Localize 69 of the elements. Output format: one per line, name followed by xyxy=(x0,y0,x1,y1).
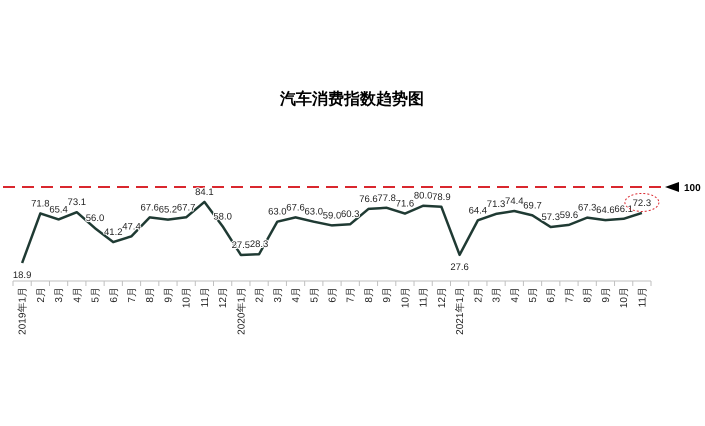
data-label: 69.7 xyxy=(523,200,542,212)
x-tick-label: 11月 xyxy=(637,287,648,308)
data-label: 64.6 xyxy=(596,205,615,216)
x-tick-label: 7月 xyxy=(564,287,576,303)
x-tick-label: 2月 xyxy=(473,287,484,303)
data-label: 71.8 xyxy=(31,198,50,210)
x-tick-label: 5月 xyxy=(309,287,320,303)
x-tick-label: 11月 xyxy=(200,287,211,308)
data-label: 56.0 xyxy=(86,213,104,224)
x-tick-label: 7月 xyxy=(346,287,357,303)
data-label: 65.4 xyxy=(49,204,68,216)
x-tick-label: 8月 xyxy=(145,287,156,303)
data-label: 67.3 xyxy=(578,202,596,214)
data-label: 27.6 xyxy=(450,262,469,273)
data-label: 74.4 xyxy=(505,196,524,207)
x-tick-label: 12月 xyxy=(436,287,448,308)
x-tick-label: 6月 xyxy=(328,287,338,303)
x-tick-label: 5月 xyxy=(90,287,102,303)
x-tick-label: 7月 xyxy=(126,287,138,303)
x-tick-label: 8月 xyxy=(364,287,375,303)
x-tick-label: 2月 xyxy=(254,287,266,303)
data-label: 59.6 xyxy=(560,210,578,221)
chart-title: 汽车消费指数趋势图 xyxy=(279,90,424,108)
data-label: 60.3 xyxy=(340,209,360,220)
data-label: 84.1 xyxy=(195,186,214,198)
x-tick-label: 3月 xyxy=(492,287,503,303)
data-label: 59.0 xyxy=(322,210,342,222)
x-tick-label: 2020年1月 xyxy=(235,287,248,335)
x-tick-label: 4月 xyxy=(72,287,84,303)
x-tick-label: 6月 xyxy=(108,287,120,303)
data-label: 73.1 xyxy=(68,197,86,208)
data-label: 64.4 xyxy=(468,205,488,216)
data-label: 80.0 xyxy=(414,190,432,202)
data-label: 77.8 xyxy=(377,192,396,204)
ref-line-label: 100 xyxy=(684,183,702,194)
x-tick-label: 3月 xyxy=(272,287,284,303)
data-label: 41.2 xyxy=(104,227,123,238)
data-label: 71.6 xyxy=(396,198,414,210)
x-tick-label: 10月 xyxy=(400,287,412,308)
data-label: 66.1 xyxy=(614,204,633,215)
data-label: 71.3 xyxy=(486,198,506,210)
x-tick-label: 10月 xyxy=(182,287,193,308)
x-tick-label: 2019年1月 xyxy=(16,287,29,335)
x-tick-label: 6月 xyxy=(546,287,558,303)
data-label: 67.6 xyxy=(286,202,305,214)
x-tick-label: 11月 xyxy=(418,287,430,308)
data-label: 63.0 xyxy=(304,206,324,218)
x-tick-label: 4月 xyxy=(510,287,521,303)
x-tick-label: 3月 xyxy=(54,287,66,303)
x-tick-label: 8月 xyxy=(582,287,594,303)
data-label: 72.3 xyxy=(632,198,652,209)
x-tick-label: 9月 xyxy=(382,287,394,303)
data-label: 67.6 xyxy=(140,202,159,214)
x-tick-label: 9月 xyxy=(600,287,612,303)
data-label: 78.9 xyxy=(432,192,451,203)
x-tick-label: 2月 xyxy=(36,287,47,303)
x-tick-label: 2021年1月 xyxy=(454,287,466,335)
data-label: 65.2 xyxy=(158,204,178,216)
data-label: 67.7 xyxy=(176,202,196,214)
data-label: 57.3 xyxy=(541,212,560,224)
x-tick-label: 10月 xyxy=(619,287,630,308)
data-label: 47.4 xyxy=(122,221,141,232)
x-tick-label: 4月 xyxy=(291,287,302,303)
data-label: 63.0 xyxy=(268,206,287,218)
data-label: 18.9 xyxy=(12,270,32,281)
x-tick-label: 12月 xyxy=(218,287,230,308)
data-label: 76.6 xyxy=(359,194,378,205)
x-tick-label: 5月 xyxy=(528,287,540,303)
x-tick-label: 9月 xyxy=(163,287,174,303)
